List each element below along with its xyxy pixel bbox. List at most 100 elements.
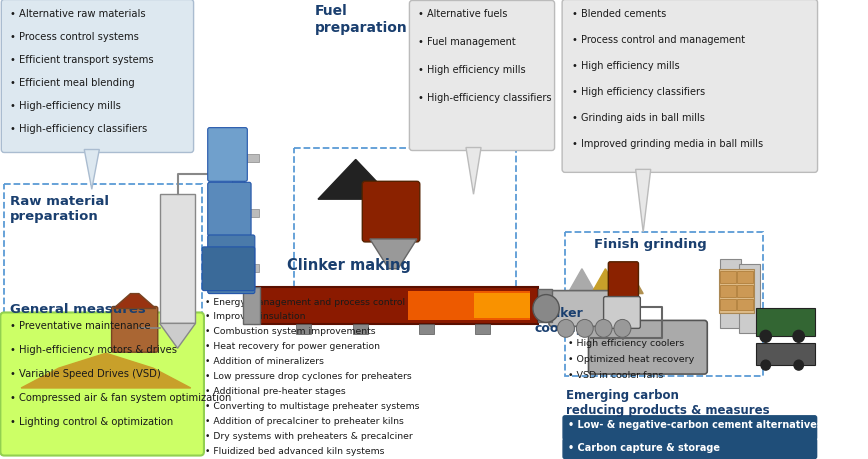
Text: • High-efficiency classifiers: • High-efficiency classifiers xyxy=(10,123,147,134)
Text: Finish grinding: Finish grinding xyxy=(595,237,707,251)
FancyBboxPatch shape xyxy=(112,307,158,353)
Text: • Process control and management: • Process control and management xyxy=(571,35,745,45)
Text: • Blended cements: • Blended cements xyxy=(571,9,666,19)
Bar xyxy=(476,325,490,335)
Bar xyxy=(294,148,516,322)
Bar xyxy=(160,195,195,324)
Circle shape xyxy=(760,330,772,342)
Bar xyxy=(244,155,259,163)
FancyBboxPatch shape xyxy=(207,129,247,182)
Bar xyxy=(738,271,753,283)
Bar xyxy=(419,325,434,335)
Polygon shape xyxy=(21,353,191,388)
Bar xyxy=(720,299,735,311)
Polygon shape xyxy=(114,294,156,309)
Text: • Improved grinding media in ball mills: • Improved grinding media in ball mills xyxy=(571,138,763,148)
Text: • Alternative fuels: • Alternative fuels xyxy=(418,9,507,19)
Text: • Compressed air & fan system optimization: • Compressed air & fan system optimizati… xyxy=(10,392,231,402)
Text: General measures: General measures xyxy=(10,302,146,315)
Text: • Efficient transport systems: • Efficient transport systems xyxy=(10,55,154,65)
Text: • Variable Speed Drives (VSD): • Variable Speed Drives (VSD) xyxy=(10,368,161,378)
Text: • Preventative maintenance: • Preventative maintenance xyxy=(10,321,150,330)
Text: • Additional pre-heater stages: • Additional pre-heater stages xyxy=(205,386,345,395)
Bar xyxy=(296,325,312,335)
Text: • Carbon capture & storage: • Carbon capture & storage xyxy=(568,442,720,452)
Text: • Addition of mineralizers: • Addition of mineralizers xyxy=(205,356,324,365)
Bar xyxy=(408,291,530,321)
Bar xyxy=(242,287,260,325)
Polygon shape xyxy=(635,170,651,232)
Polygon shape xyxy=(370,240,417,269)
FancyBboxPatch shape xyxy=(589,321,707,374)
FancyBboxPatch shape xyxy=(563,416,817,440)
Text: • Low pressure drop cyclones for preheaters: • Low pressure drop cyclones for preheat… xyxy=(205,371,411,380)
Text: • Grinding aids in ball mills: • Grinding aids in ball mills xyxy=(571,112,705,123)
Text: • High-efficiency classifiers: • High-efficiency classifiers xyxy=(418,93,551,103)
Text: • VSD in cooler fans: • VSD in cooler fans xyxy=(568,370,663,379)
Text: • Fluidized bed advanced kiln systems: • Fluidized bed advanced kiln systems xyxy=(205,446,385,454)
Polygon shape xyxy=(84,150,99,190)
FancyBboxPatch shape xyxy=(603,297,641,329)
FancyBboxPatch shape xyxy=(207,235,255,294)
Text: Clinker making: Clinker making xyxy=(287,257,411,272)
Bar xyxy=(565,232,763,376)
FancyBboxPatch shape xyxy=(362,182,420,242)
Text: • High efficiency classifiers: • High efficiency classifiers xyxy=(571,87,705,97)
Bar xyxy=(244,210,259,218)
Text: • Fuel management: • Fuel management xyxy=(418,37,516,47)
Text: • Optimized heat recovery: • Optimized heat recovery xyxy=(568,354,694,364)
Circle shape xyxy=(595,320,612,337)
Polygon shape xyxy=(568,269,596,294)
Text: • High efficiency mills: • High efficiency mills xyxy=(418,65,525,75)
Bar xyxy=(740,264,760,334)
FancyBboxPatch shape xyxy=(608,262,639,304)
Text: • Converting to multistage preheater systems: • Converting to multistage preheater sys… xyxy=(205,401,419,410)
Polygon shape xyxy=(160,324,195,348)
Text: • Energy management and process control: • Energy management and process control xyxy=(205,297,405,306)
Text: • Addition of precalciner to preheater kilns: • Addition of precalciner to preheater k… xyxy=(205,416,404,425)
Bar xyxy=(720,285,735,297)
FancyBboxPatch shape xyxy=(202,247,255,291)
Circle shape xyxy=(793,330,805,342)
Text: • High efficiency coolers: • High efficiency coolers xyxy=(568,339,684,347)
Bar xyxy=(756,343,815,365)
Text: • Alternative raw materials: • Alternative raw materials xyxy=(10,9,146,19)
Circle shape xyxy=(794,360,804,370)
Text: • Heat recovery for power generation: • Heat recovery for power generation xyxy=(205,341,380,351)
Text: • Combustion system improvements: • Combustion system improvements xyxy=(205,327,376,336)
FancyBboxPatch shape xyxy=(563,439,817,459)
Circle shape xyxy=(576,320,593,337)
Text: • High-efficiency mills: • High-efficiency mills xyxy=(10,101,121,111)
Bar xyxy=(756,309,815,336)
Polygon shape xyxy=(615,269,643,294)
Text: • High-efficiency motors & drives: • High-efficiency motors & drives xyxy=(10,345,177,354)
Text: • Dry systems with preheaters & precalciner: • Dry systems with preheaters & precalci… xyxy=(205,431,412,440)
Circle shape xyxy=(557,320,575,337)
Bar xyxy=(720,259,741,329)
Circle shape xyxy=(614,320,631,337)
FancyBboxPatch shape xyxy=(1,0,194,153)
Bar xyxy=(4,185,202,339)
FancyBboxPatch shape xyxy=(0,313,204,455)
Text: Clinker
cooling: Clinker cooling xyxy=(535,306,585,334)
FancyBboxPatch shape xyxy=(549,291,635,327)
Bar xyxy=(719,269,754,314)
Text: • Efficient meal blending: • Efficient meal blending xyxy=(10,78,135,88)
Bar xyxy=(244,264,259,272)
Bar xyxy=(738,285,753,297)
Text: • High efficiency mills: • High efficiency mills xyxy=(571,61,679,71)
Bar xyxy=(720,271,735,283)
Polygon shape xyxy=(591,269,620,294)
Bar xyxy=(474,293,530,319)
Bar xyxy=(233,130,244,289)
FancyBboxPatch shape xyxy=(207,183,251,236)
Circle shape xyxy=(761,360,771,370)
Circle shape xyxy=(533,295,559,323)
Text: • Lighting control & optimization: • Lighting control & optimization xyxy=(10,416,173,426)
Polygon shape xyxy=(318,160,393,200)
FancyBboxPatch shape xyxy=(562,0,818,173)
FancyBboxPatch shape xyxy=(410,1,555,151)
Polygon shape xyxy=(466,148,481,195)
Bar xyxy=(738,299,753,311)
Text: • Improved insulation: • Improved insulation xyxy=(205,312,306,321)
